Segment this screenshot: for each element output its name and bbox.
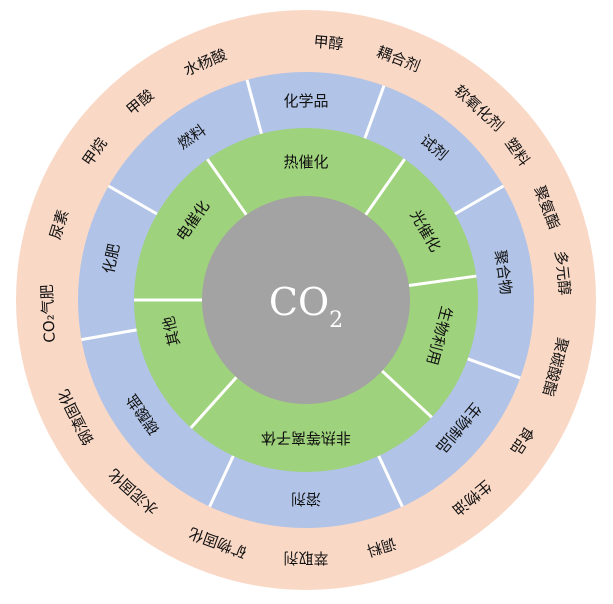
middle-divider-7 bbox=[107, 184, 158, 216]
middle-divider-4 bbox=[377, 455, 404, 508]
middle-sector-label: 化学品 bbox=[283, 92, 328, 110]
middle-divider-1 bbox=[363, 85, 386, 139]
middle-divider-8 bbox=[245, 79, 263, 135]
outer-product-label: 萃取剂 bbox=[283, 549, 328, 567]
inner-sector-label: 非热等离子体 bbox=[261, 429, 351, 447]
middle-sector-label: 溶剂 bbox=[291, 490, 321, 508]
outer-product-label: 甲醇 bbox=[313, 33, 344, 54]
outer-product-label: 多元醇 bbox=[551, 250, 574, 297]
co2-core-subscript: 2 bbox=[329, 308, 343, 333]
middle-ring-dividers bbox=[81, 79, 521, 508]
middle-divider-3 bbox=[467, 357, 521, 380]
inner-ring-dividers bbox=[134, 158, 477, 429]
middle-divider-6 bbox=[81, 328, 137, 342]
inner-divider-4 bbox=[189, 376, 238, 429]
inner-divider-6 bbox=[206, 158, 248, 216]
co2-core-main-text: CO bbox=[269, 280, 329, 324]
middle-sector-label: 化肥 bbox=[99, 242, 123, 275]
co2-core-label: CO2 bbox=[269, 280, 343, 333]
outer-product-label: CO₂气肥 bbox=[38, 284, 59, 343]
middle-divider-2 bbox=[454, 184, 505, 216]
middle-divider-5 bbox=[208, 455, 235, 508]
inner-sector-label: 热催化 bbox=[283, 153, 328, 171]
inner-divider-1 bbox=[364, 158, 406, 216]
co2-core bbox=[202, 196, 410, 404]
inner-divider-2 bbox=[408, 274, 477, 288]
inner-divider-3 bbox=[381, 369, 433, 419]
